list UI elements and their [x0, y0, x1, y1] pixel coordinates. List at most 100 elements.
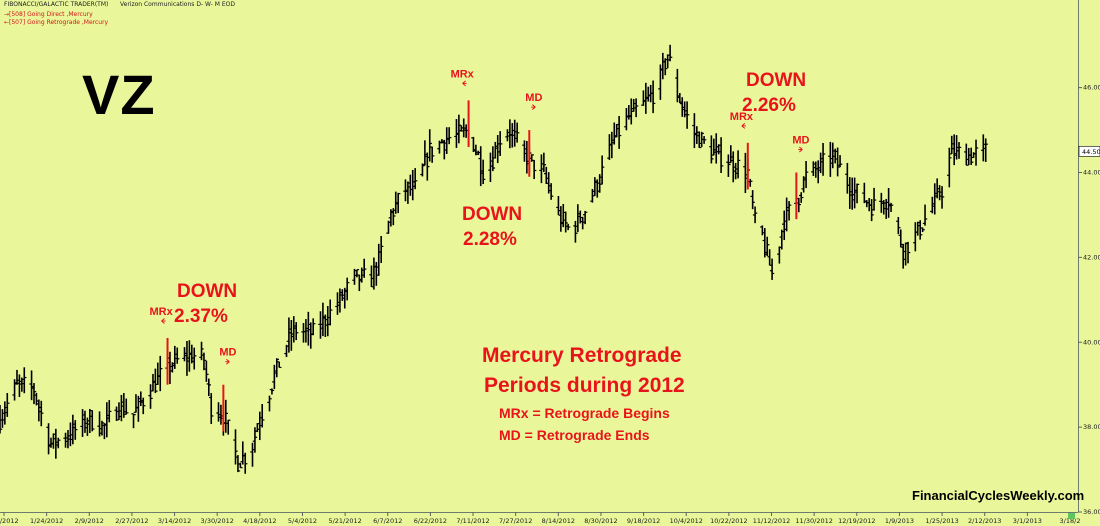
- mrx-marker-label: MRx: [730, 111, 754, 123]
- price-bar: [799, 192, 804, 203]
- md-marker-label: MD: [219, 347, 236, 359]
- mrx-marker-label: MRx: [451, 68, 475, 80]
- x-tick-label: 10/4/2012: [670, 517, 703, 525]
- marker-arrow: [161, 318, 166, 324]
- price-bar: [548, 183, 554, 200]
- definition-md: MD = Retrograde Ends: [499, 427, 650, 443]
- price-bar: [684, 101, 690, 129]
- x-tick-label: 5/21/2012: [328, 517, 361, 525]
- price-bar: [107, 400, 112, 423]
- x-tick-label: 6/22/2012: [414, 517, 447, 525]
- y-tick-label: 42.00: [1083, 253, 1100, 261]
- price-bar: [141, 397, 146, 415]
- y-tick-label: 40.00: [1083, 338, 1100, 346]
- price-bar: [131, 413, 136, 429]
- marker-arrow: [531, 104, 536, 110]
- price-bar: [446, 127, 452, 145]
- header-instrument: Verizon Communications D- W- M EOD: [120, 1, 235, 8]
- price-bar: [735, 150, 741, 179]
- md-marker-label: MD: [792, 135, 809, 147]
- price-bar: [983, 138, 988, 162]
- x-tick-label: 11/30/2012: [795, 517, 832, 525]
- legend-going-direct: →[508] Going Direct ,Mercury: [4, 11, 93, 18]
- price-bar: [480, 159, 486, 185]
- last-price-box: [1078, 145, 1100, 157]
- x-tick-label: 1/25/2013: [925, 517, 958, 525]
- down-annotation-3-pct: 2.26%: [742, 95, 796, 116]
- y-tick-label: 36.00: [1083, 508, 1100, 516]
- price-bar: [238, 462, 243, 469]
- price-bar: [786, 201, 792, 221]
- price-bar: [99, 420, 105, 436]
- price-bar: [837, 155, 843, 168]
- price-bar: [344, 277, 350, 301]
- price-bar: [429, 146, 435, 163]
- down-annotation-1-pct: 2.37%: [174, 306, 228, 327]
- price-bar: [235, 455, 241, 473]
- price-bar: [565, 223, 571, 231]
- x-tick-label: 2/12/2013: [968, 517, 1001, 525]
- price-bar: [391, 208, 396, 226]
- price-bar: [869, 199, 874, 222]
- price-bar: [871, 187, 877, 211]
- price-bar: [541, 152, 547, 173]
- price-bar: [663, 58, 668, 76]
- price-bar: [699, 131, 704, 147]
- x-tick-label: 10/22/2012: [710, 517, 747, 525]
- price-bar: [968, 147, 974, 165]
- price-bar: [39, 400, 44, 427]
- x-tick-label: 8/14/2012: [542, 517, 575, 525]
- price-bar: [616, 115, 622, 149]
- x-tick-label: 2/9/2012: [75, 517, 104, 525]
- price-bar: [252, 427, 258, 453]
- down-annotation-2-label: DOWN: [462, 204, 523, 225]
- price-bar: [531, 159, 537, 180]
- ticker-symbol: VZ: [82, 63, 156, 126]
- x-tick-label: 6/7/2012: [373, 517, 402, 525]
- price-bar: [420, 163, 425, 177]
- price-bar: [896, 217, 901, 235]
- x-tick-label: 3/14/2012: [158, 517, 191, 525]
- scroll-handle[interactable]: [1068, 513, 1075, 519]
- x-tick-label: 1/9/2013: [885, 517, 914, 525]
- price-bar: [497, 131, 503, 156]
- price-bar: [243, 452, 248, 474]
- price-bar: [427, 129, 432, 162]
- price-bar: [175, 347, 180, 364]
- price-bar: [226, 419, 231, 435]
- x-tick-label: 1/24/2012: [30, 517, 63, 525]
- price-bar: [153, 368, 158, 394]
- x-tick-label: 7/11/2012: [456, 517, 489, 525]
- price-bar: [206, 378, 212, 397]
- price-bar: [854, 183, 860, 204]
- marker-arrow: [462, 80, 467, 87]
- price-bar: [274, 358, 279, 378]
- y-tick-label: 46.00: [1083, 84, 1100, 92]
- price-bar: [973, 139, 979, 166]
- price-bar: [90, 410, 95, 432]
- price-bar: [752, 206, 758, 224]
- x-tick-label: 1/6/2012: [0, 517, 19, 525]
- x-tick-label: 3/1/2013: [1013, 517, 1042, 525]
- price-bar: [490, 146, 496, 172]
- price-bar: [563, 211, 568, 233]
- last-price-label: 44.50: [1082, 148, 1100, 156]
- price-bar: [233, 429, 238, 465]
- price-bar: [395, 192, 401, 214]
- price-bar: [311, 318, 316, 336]
- marker-arrow: [798, 146, 803, 153]
- y-tick-label: 44.00: [1083, 169, 1100, 177]
- price-bar: [769, 258, 775, 280]
- price-bar: [633, 98, 639, 118]
- legend-going-retrograde: ←[507] Going Retrograde ,Mercury: [4, 19, 109, 26]
- price-bar: [267, 395, 272, 412]
- price-bar: [354, 269, 360, 278]
- price-bar: [199, 341, 204, 361]
- mrx-marker-label: MRx: [150, 306, 174, 318]
- price-bar: [201, 352, 207, 371]
- price-bar: [573, 220, 578, 243]
- price-bar: [412, 168, 418, 190]
- price-bar: [701, 136, 707, 144]
- x-tick-label: 9/18/2012: [627, 517, 660, 525]
